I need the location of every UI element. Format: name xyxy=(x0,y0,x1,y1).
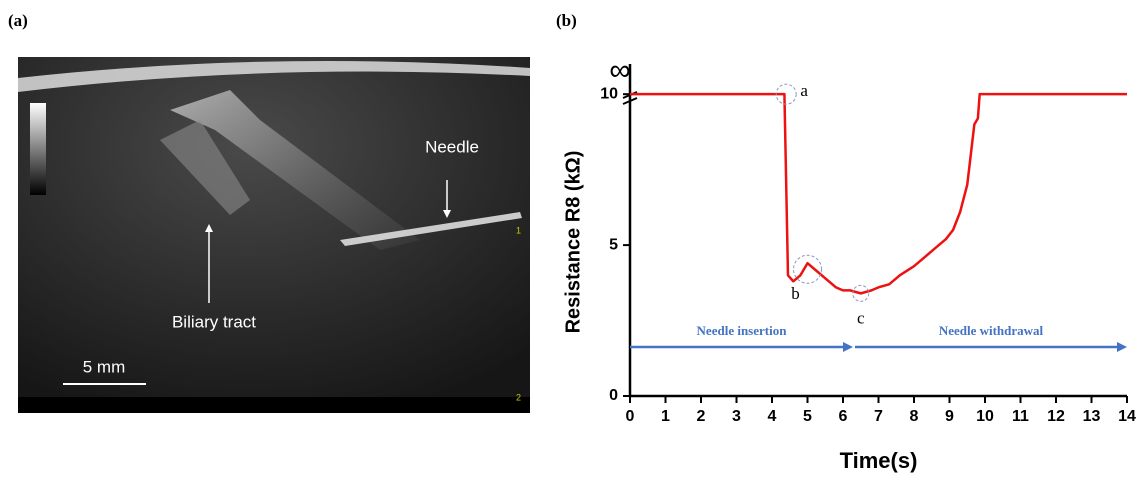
x-tick-label: 3 xyxy=(732,408,741,425)
x-tick-label: 5 xyxy=(803,408,812,425)
x-tick-label: 9 xyxy=(945,408,954,425)
y-tick-label: 5 xyxy=(609,236,618,253)
x-tick-label: 11 xyxy=(1012,408,1029,425)
panel-label: (a) xyxy=(8,11,28,30)
panel-label: (b) xyxy=(556,11,577,30)
x-tick-label: 4 xyxy=(768,408,777,425)
x-tick-label: 7 xyxy=(874,408,883,425)
x-tick-label: 13 xyxy=(1083,408,1101,425)
ultrasound-image xyxy=(18,57,530,413)
x-tick-label: 8 xyxy=(910,408,919,425)
point-label: c xyxy=(857,308,865,327)
x-tick-label: 6 xyxy=(839,408,848,425)
x-tick-label: 2 xyxy=(697,408,706,425)
highlight-circle xyxy=(793,254,822,284)
y-axis-title: Resistance R8 (kΩ) xyxy=(562,151,584,334)
x-tick-label: 1 xyxy=(661,408,670,425)
x-tick-label: 12 xyxy=(1047,408,1065,425)
highlight-circle xyxy=(775,83,797,105)
annotation: Needle xyxy=(425,137,479,156)
x-tick-label: 10 xyxy=(976,408,994,425)
phase-label: Needle withdrawal xyxy=(939,323,1044,338)
point-label: a xyxy=(800,81,808,100)
line xyxy=(630,92,1127,295)
infinity-label: ∞ xyxy=(609,54,630,87)
x-tick-label: 14 xyxy=(1118,408,1136,425)
annotation: Biliary tract xyxy=(172,312,256,331)
y-tick-label: 0 xyxy=(609,387,618,404)
highlight-circle xyxy=(852,284,870,302)
scale-bar-label: 5 mm xyxy=(83,357,126,376)
depth-tick: 2 xyxy=(516,392,521,402)
depth-tick: 1 xyxy=(516,225,521,235)
arrow-head xyxy=(1117,342,1127,352)
point-label: b xyxy=(791,284,800,303)
x-axis-title: Time(s) xyxy=(840,448,918,473)
x-tick-label: 0 xyxy=(626,408,635,425)
arrow-head xyxy=(843,342,853,352)
y-tick-label: 10 xyxy=(600,85,618,102)
phase-label: Needle insertion xyxy=(697,323,788,338)
